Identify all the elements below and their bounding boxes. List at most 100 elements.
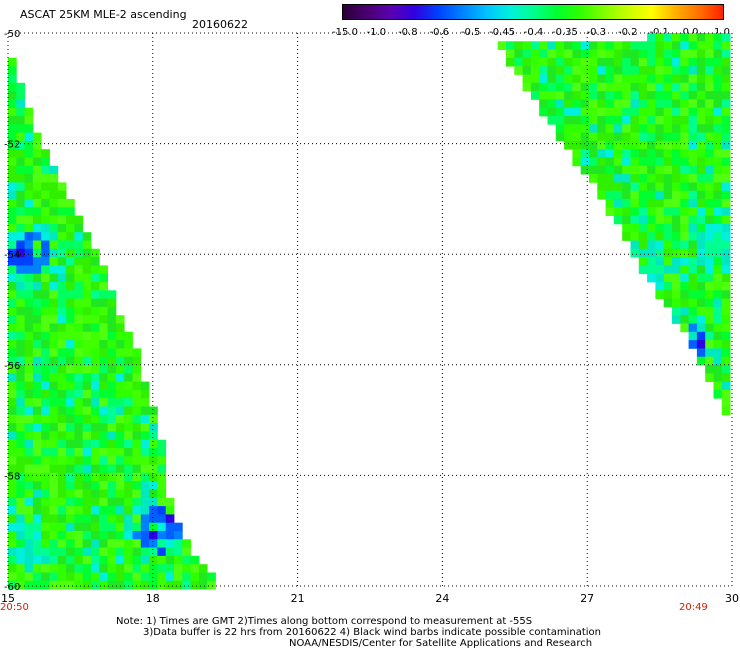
heatmap-cell: [32, 406, 42, 416]
heatmap-cell: [115, 381, 125, 391]
heatmap-cell: [680, 207, 689, 216]
heatmap-cell: [115, 497, 125, 507]
heatmap-cell: [696, 174, 706, 183]
heatmap-cell: [8, 547, 17, 557]
heatmap-cell: [41, 215, 50, 225]
heatmap-cell: [124, 489, 133, 499]
heatmap-cell: [32, 165, 42, 175]
heatmap-cell: [16, 389, 25, 399]
heatmap-cell: [66, 381, 75, 391]
heatmap-cell: [74, 257, 84, 266]
heatmap-cell: [672, 232, 681, 241]
heatmap-cell: [91, 373, 100, 382]
heatmap-cell: [32, 248, 42, 258]
heatmap-cell: [99, 439, 108, 449]
heatmap-cell: [190, 580, 200, 590]
heatmap-cell: [57, 572, 67, 582]
heatmap-cell: [99, 273, 108, 283]
colorbar: [342, 4, 724, 20]
heatmap-cell: [680, 66, 689, 75]
heatmap-cell: [647, 82, 656, 92]
heatmap-cell: [32, 265, 42, 275]
heatmap-cell: [24, 157, 34, 167]
heatmap-cell: [647, 207, 656, 216]
heatmap-cell: [547, 99, 557, 109]
heatmap-cell: [605, 174, 615, 183]
heatmap-cell: [132, 564, 142, 573]
heatmap-cell: [165, 506, 175, 515]
heatmap-cell: [157, 464, 167, 474]
heatmap-cell: [688, 265, 698, 275]
heatmap-cell: [32, 223, 42, 233]
heatmap-cell: [82, 564, 92, 573]
heatmap-cell: [688, 273, 698, 283]
heatmap-cell: [24, 315, 34, 324]
heatmap-cell: [688, 323, 698, 333]
heatmap-cell: [688, 49, 698, 59]
heatmap-cell: [140, 481, 150, 490]
heatmap-cell: [8, 182, 17, 192]
heatmap-cell: [589, 174, 598, 183]
heatmap-cell: [16, 381, 25, 391]
heatmap-cell: [647, 132, 656, 142]
heatmap-cell: [49, 506, 59, 515]
heatmap-cell: [74, 423, 84, 432]
heatmap-cell: [705, 49, 714, 59]
heatmap-cell: [713, 174, 723, 183]
heatmap-cell: [99, 489, 108, 499]
heatmap-cell: [74, 265, 84, 275]
heatmap-cell: [638, 66, 648, 75]
heatmap-cell: [680, 282, 689, 291]
heatmap-cell: [32, 157, 42, 167]
heatmap-cell: [132, 373, 142, 382]
heatmap-cell: [140, 531, 150, 540]
heatmap-cell: [66, 199, 75, 208]
heatmap-cell: [82, 423, 92, 432]
heatmap-cell: [16, 124, 25, 133]
heatmap-cell: [74, 340, 84, 349]
heatmap-cell: [57, 506, 67, 515]
heatmap-cell: [663, 132, 673, 142]
heatmap-cell: [622, 149, 631, 158]
heatmap-cell: [8, 481, 17, 490]
heatmap-cell: [107, 290, 117, 299]
heatmap-cell: [597, 140, 606, 150]
heatmap-cell: [41, 555, 50, 565]
heatmap-cell: [74, 539, 84, 548]
heatmap-cell: [82, 414, 92, 424]
heatmap-cell: [721, 66, 731, 75]
heatmap-cell: [99, 564, 108, 573]
heatmap-cell: [190, 564, 200, 573]
heatmap-cell: [680, 306, 689, 316]
heatmap-cell: [132, 547, 142, 557]
heatmap-cell: [721, 398, 731, 407]
heatmap-cell: [49, 273, 59, 283]
heatmap-cell: [16, 489, 25, 499]
heatmap-cell: [8, 199, 17, 208]
heatmap-cell: [82, 248, 92, 258]
heatmap-cell: [564, 41, 573, 50]
heatmap-cell: [630, 74, 640, 84]
heatmap-cell: [672, 82, 681, 92]
heatmap-cell: [32, 522, 42, 532]
heatmap-cell: [638, 99, 648, 109]
heatmap-cell: [82, 257, 92, 266]
heatmap-cell: [41, 199, 50, 208]
heatmap-cell: [713, 57, 723, 67]
heatmap-cell: [82, 572, 92, 582]
heatmap-cell: [41, 464, 50, 474]
heatmap-cell: [8, 124, 17, 133]
heatmap-cell: [8, 439, 17, 449]
heatmap-cell: [597, 165, 606, 175]
heatmap-cell: [66, 232, 75, 241]
heatmap-cell: [630, 248, 640, 258]
heatmap-cell: [66, 282, 75, 291]
heatmap-cell: [149, 497, 158, 507]
heatmap-cell: [680, 157, 689, 167]
heatmap-cell: [713, 199, 723, 208]
heatmap-cell: [99, 323, 108, 333]
heatmap-cell: [8, 580, 17, 590]
heatmap-cell: [49, 539, 59, 548]
heatmap-cell: [705, 323, 714, 333]
heatmap-cell: [721, 99, 731, 109]
